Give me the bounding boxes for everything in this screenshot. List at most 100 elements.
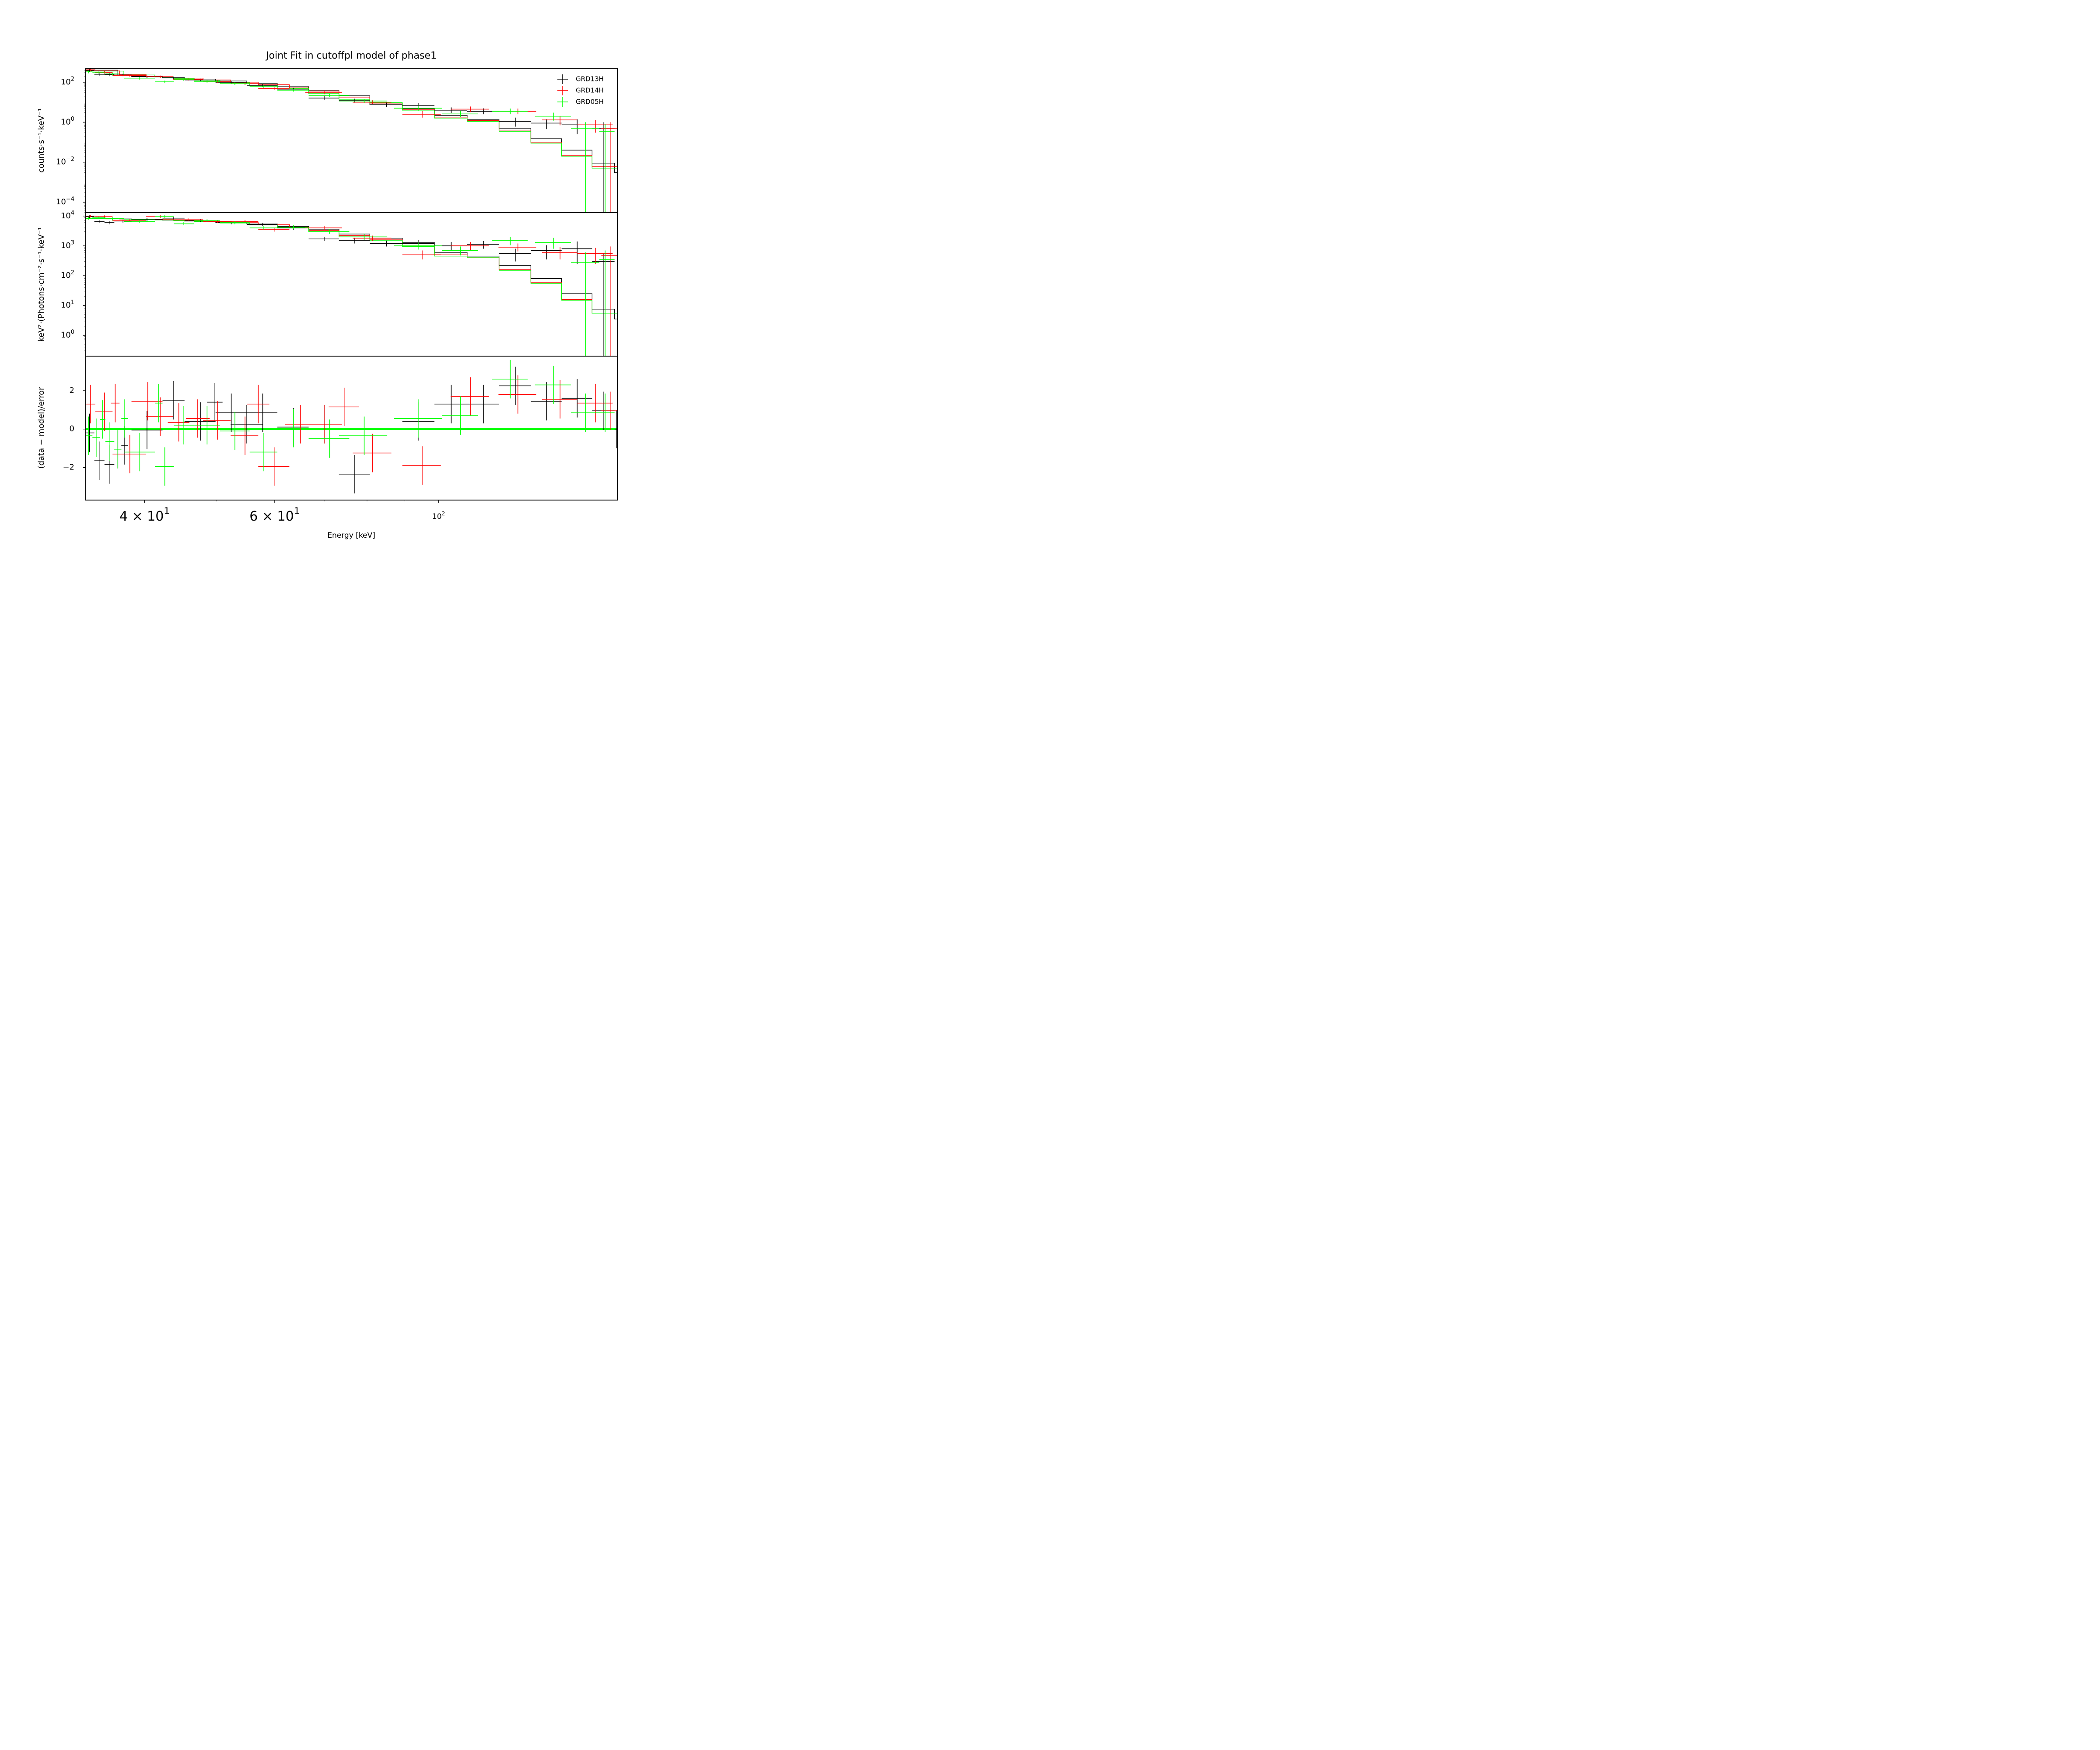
y-tick-label: 102 (61, 269, 74, 280)
data-point-GRD13H (184, 402, 216, 441)
data-point-GRD14H (577, 120, 613, 133)
data-point-GRD05H (308, 93, 350, 97)
data-point-GRD13H (131, 218, 163, 221)
data-point-GRD05H (105, 422, 115, 461)
data-point-GRD05H (308, 229, 350, 234)
data-point-GRD05H (441, 246, 478, 256)
data-point-GRD13H (94, 220, 105, 223)
data-point-GRD05H (570, 122, 599, 213)
data-point-GRD13H (114, 74, 132, 77)
data-point-GRD13H (104, 221, 115, 224)
data-point-GRD05H (194, 219, 220, 222)
data-point-GRD05H (154, 447, 174, 486)
data-point-GRD05H (535, 112, 571, 121)
data-point-GRD05H (339, 416, 388, 455)
data-point-GRD13H (467, 241, 499, 249)
data-point-GRD13H (247, 84, 277, 87)
data-point-GRD05H (105, 217, 120, 220)
plot-area-unfolded (86, 214, 617, 356)
plot-area-counts (86, 68, 617, 213)
data-point-GRD14H (86, 385, 95, 424)
panel-counts: 10210010−210−4counts·s⁻¹·keV⁻¹GRD13HGRD1… (37, 68, 618, 213)
y-tick-label: −2 (63, 462, 74, 472)
x-tick-label: 102 (432, 511, 445, 521)
data-point-GRD05H (124, 77, 155, 80)
data-point-GRD14H (111, 384, 120, 423)
data-point-GRD05H (570, 252, 599, 356)
data-point-GRD05H (277, 409, 309, 448)
data-point-GRD05H (308, 419, 350, 458)
data-point-GRD13H (215, 393, 247, 432)
data-point-GRD13H (247, 393, 277, 432)
legend-label: GRD13H (576, 75, 604, 83)
data-point-GRD14H (112, 74, 147, 77)
data-point-GRD13H (94, 441, 105, 480)
data-point-GRD13H (339, 455, 370, 494)
y-axis-label-unfolded: keV²·(Photons·cm⁻²·s⁻¹·keV⁻¹ (37, 227, 46, 342)
data-point-GRD14H (329, 388, 359, 427)
data-point-GRD14H (402, 250, 441, 259)
data-point-GRD14H (231, 416, 259, 455)
data-point-GRD13H (339, 238, 370, 244)
data-point-GRD05H (220, 221, 250, 224)
data-point-GRD14H (450, 106, 489, 112)
y-axis-label-residuals: (data − model)/error (37, 387, 46, 469)
data-point-GRD05H (220, 82, 250, 85)
x-tick-label: 6 × 101 (249, 506, 300, 524)
x-axis-label: Energy [keV] (327, 531, 375, 540)
data-point-GRD05H (92, 216, 105, 219)
data-point-GRD14H (305, 91, 342, 94)
data-point-GRD14H (305, 226, 342, 230)
data-point-GRD13H (434, 107, 467, 113)
y-tick-label: 2 (70, 386, 74, 395)
data-point-GRD05H (174, 222, 195, 225)
data-point-GRD13H (308, 237, 339, 241)
data-point-GRD05H (277, 225, 309, 230)
data-point-GRD13H (114, 219, 132, 223)
data-point-GRD14H (353, 434, 392, 472)
figure: Joint Fit in cutoffpl model of phase1 En… (0, 0, 679, 566)
data-point-GRD05H (599, 393, 615, 432)
y-tick-label: 10−4 (56, 196, 74, 206)
data-point-GRD13H (467, 385, 499, 424)
data-point-GRD05H (174, 406, 195, 444)
data-point-GRD13H (499, 248, 531, 262)
data-point-GRD05H (492, 237, 528, 245)
data-point-GRD05H (100, 400, 105, 439)
y-tick-label: 10−2 (56, 156, 74, 167)
data-point-GRD05H (86, 70, 93, 74)
data-point-GRD05H (194, 406, 220, 444)
y-tick-label: 104 (61, 210, 74, 220)
data-point-GRD05H (194, 80, 220, 83)
data-point-GRD13H (131, 411, 163, 449)
data-point-GRD14H (450, 377, 489, 416)
data-point-GRD14H (498, 243, 536, 252)
data-point-GRD05H (121, 399, 128, 438)
data-point-GRD14H (146, 397, 173, 436)
axes-frame-residuals (85, 356, 618, 500)
data-point-GRD05H (277, 88, 309, 92)
data-point-GRD14H (247, 385, 270, 424)
data-point-GRD05H (339, 234, 388, 240)
data-point-GRD14H (258, 87, 290, 90)
data-point-GRD05H (535, 238, 571, 249)
data-point-GRD14H (95, 392, 113, 431)
data-point-GRD05H (492, 360, 528, 399)
data-point-GRD05H (599, 250, 615, 356)
data-point-GRD05H (154, 384, 163, 423)
y-axis-label-counts: counts·s⁻¹·keV⁻¹ (37, 108, 46, 173)
data-point-GRD13H (614, 410, 617, 448)
data-point-GRD05H (124, 220, 155, 223)
data-point-GRD13H (247, 223, 277, 226)
y-tick-label: 0 (70, 424, 74, 434)
data-point-GRD14H (186, 399, 210, 438)
figure-title: Joint Fit in cutoffpl model of phase1 (265, 50, 437, 61)
data-point-GRD05H (599, 124, 615, 213)
data-point-GRD14H (146, 75, 173, 78)
data-point-GRD14H (112, 434, 147, 473)
legend: GRD13H GRD14H GRD05H (557, 74, 604, 107)
data-point-GRD05H (92, 71, 105, 74)
data-point-GRD05H (249, 433, 277, 472)
data-point-GRD05H (394, 105, 442, 111)
data-point-GRD14H (131, 382, 163, 420)
